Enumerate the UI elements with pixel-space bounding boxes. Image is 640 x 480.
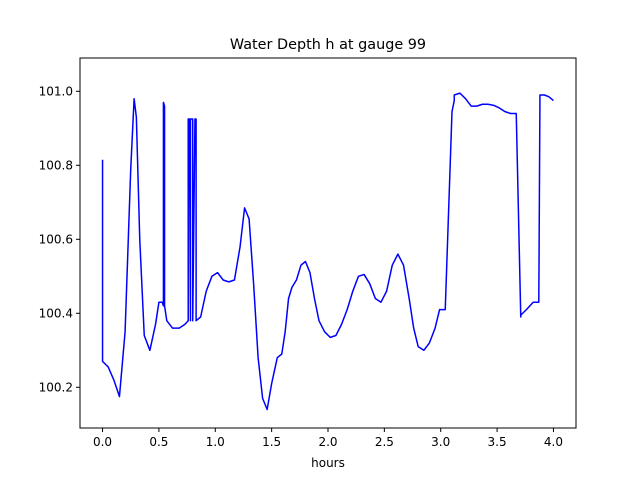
y-axis: 100.2 100.4 100.6 100.8 101.0 <box>39 84 80 394</box>
plot-area <box>101 92 554 411</box>
x-tick-label: 2.5 <box>375 435 394 449</box>
x-tick-label: 2.0 <box>318 435 337 449</box>
y-tick-label: 100.4 <box>39 306 73 320</box>
x-tick-label: 3.5 <box>488 435 507 449</box>
x-axis-title: hours <box>311 456 345 470</box>
y-tick-label: 100.2 <box>39 380 73 394</box>
x-tick-label: 1.5 <box>262 435 281 449</box>
x-tick-label: 1.0 <box>206 435 225 449</box>
x-tick-label: 0.5 <box>149 435 168 449</box>
chart-title: Water Depth h at gauge 99 <box>230 37 426 53</box>
x-tick-label: 4.0 <box>544 435 563 449</box>
x-tick-label: 0.0 <box>93 435 112 449</box>
x-axis: 0.0 0.5 1.0 1.5 2.0 2.5 3.0 3.5 4.0 <box>93 428 563 449</box>
y-tick-label: 100.8 <box>39 158 73 172</box>
series-layer <box>101 92 554 411</box>
x-tick-label: 3.0 <box>431 435 450 449</box>
y-tick-label: 100.6 <box>39 232 73 246</box>
y-tick-label: 101.0 <box>39 84 73 98</box>
series-line <box>101 92 554 411</box>
